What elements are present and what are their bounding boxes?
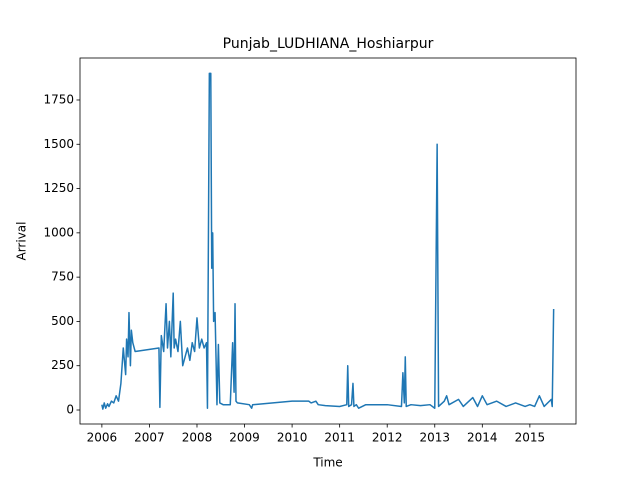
x-tick-label: 2013 bbox=[419, 431, 450, 445]
y-tick-label: 250 bbox=[51, 358, 74, 372]
chart-title: Punjab_LUDHIANA_Hoshiarpur bbox=[223, 36, 434, 52]
x-tick-label: 2006 bbox=[87, 431, 118, 445]
x-tick-label: 2007 bbox=[134, 431, 165, 445]
x-tick-label: 2014 bbox=[467, 431, 498, 445]
x-tick-label: 2009 bbox=[229, 431, 260, 445]
y-tick-label: 1250 bbox=[43, 181, 74, 195]
x-axis-label: Time bbox=[312, 456, 342, 470]
x-tick-label: 2008 bbox=[182, 431, 213, 445]
y-tick-label: 500 bbox=[51, 314, 74, 328]
y-tick-label: 0 bbox=[66, 403, 74, 417]
x-tick-label: 2015 bbox=[515, 431, 546, 445]
x-tick-label: 2010 bbox=[277, 431, 308, 445]
y-tick-label: 750 bbox=[51, 270, 74, 284]
y-tick-label: 1000 bbox=[43, 225, 74, 239]
x-tick-label: 2012 bbox=[372, 431, 403, 445]
y-axis-label: Arrival bbox=[15, 222, 29, 261]
y-tick-label: 1750 bbox=[43, 92, 74, 106]
x-tick-label: 2011 bbox=[324, 431, 355, 445]
y-tick-label: 1500 bbox=[43, 137, 74, 151]
axes-frame bbox=[79, 57, 577, 425]
data-line bbox=[101, 72, 555, 410]
